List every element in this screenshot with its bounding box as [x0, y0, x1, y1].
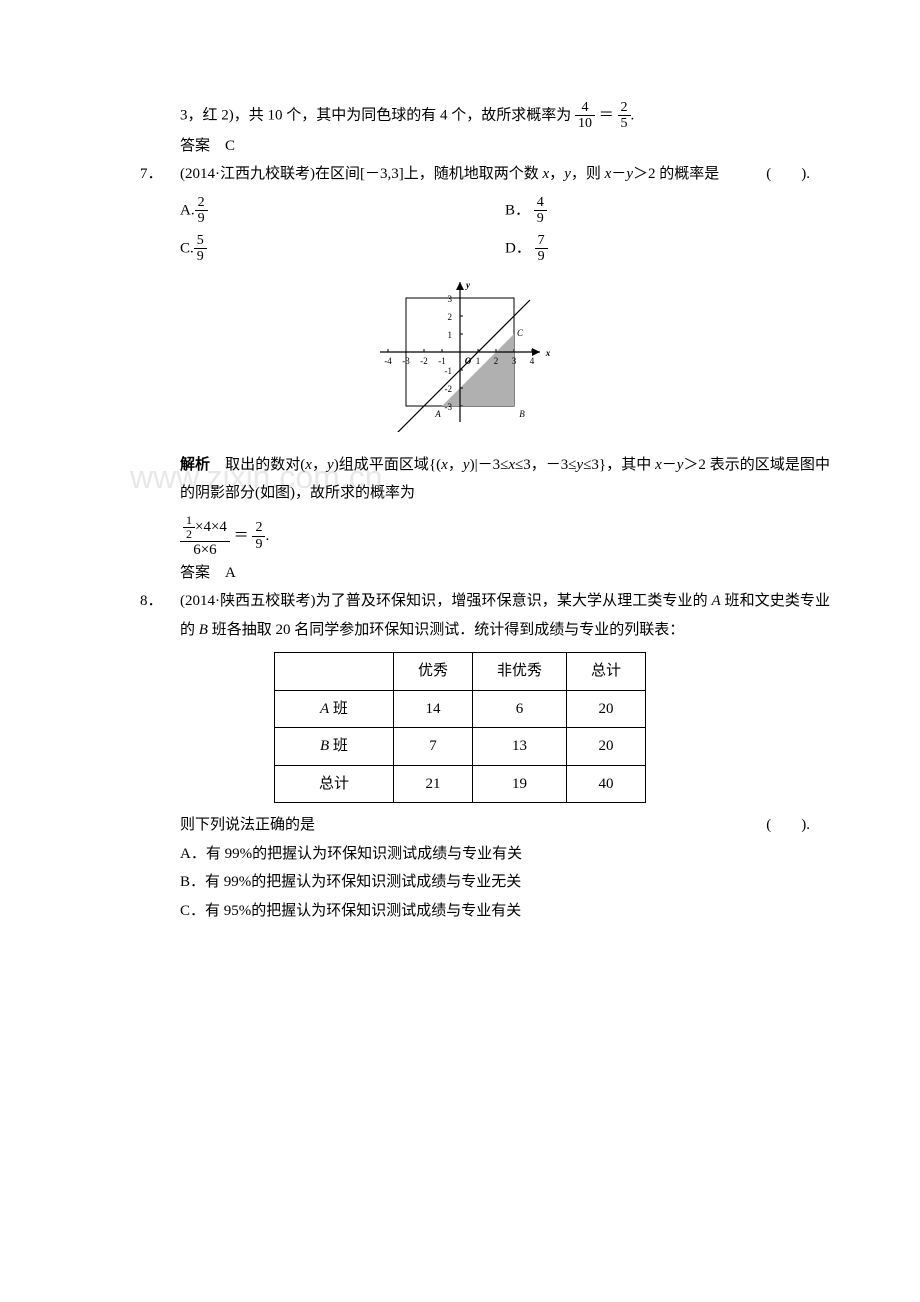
q8-opt-c: C．有 95%的把握认为环保知识测试成绩与专业有关	[90, 897, 830, 926]
q7-choice-a: A.29	[180, 195, 505, 227]
q7-graph: -4 -3 -2 -1 1 2 3 4 3 2 1 -1 -2 -3 O x y A B C	[90, 272, 830, 443]
q8-tail: 则下列说法正确的是 ( ).	[90, 811, 830, 840]
table-row: 优秀 非优秀 总计	[274, 653, 645, 691]
table-row: A 班 14 6 20	[274, 690, 645, 728]
q7-graph-svg: -4 -3 -2 -1 1 2 3 4 3 2 1 -1 -2 -3 O x y A B C	[360, 272, 560, 432]
svg-text:3: 3	[448, 294, 453, 304]
svg-text:-2: -2	[445, 384, 453, 394]
q7-choice-d: D． 79	[505, 233, 830, 265]
svg-text:1: 1	[476, 356, 481, 366]
svg-text:-3: -3	[402, 356, 410, 366]
svg-text:-4: -4	[384, 356, 392, 366]
q6-solution-tail: 3，红 2)，共 10 个，其中为同色球的有 4 个，故所求概率为 4 10 ＝…	[90, 100, 830, 132]
svg-text:x: x	[545, 348, 551, 358]
q6-frac1: 4 10	[575, 100, 595, 132]
svg-text:y: y	[465, 280, 471, 290]
q8-paren: ( ).	[766, 811, 830, 840]
q8-opt-b: B．有 99%的把握认为环保知识测试成绩与专业无关	[90, 868, 830, 897]
svg-text:-2: -2	[420, 356, 428, 366]
q8-opt-a: A．有 99%的把握认为环保知识测试成绩与专业有关	[90, 840, 830, 869]
q7-choice-c: C.59	[180, 233, 505, 265]
svg-text:-1: -1	[438, 356, 446, 366]
q7-solution: www.zixin.com.cn 解析 取出的数对(x，y)组成平面区域{(x，…	[90, 451, 830, 508]
q7-choices-row2: C.59 D． 79	[90, 233, 830, 265]
q7-paren: ( ).	[766, 160, 830, 189]
q6-answer: 答案 C	[90, 132, 830, 161]
svg-text:-1: -1	[445, 366, 453, 376]
svg-text:B: B	[519, 409, 525, 419]
q7-calc: 12×4×4 6×6 ＝ 29.	[90, 514, 830, 559]
svg-text:2: 2	[448, 312, 453, 322]
q7-answer: 答案 A	[90, 559, 830, 588]
svg-text:A: A	[434, 409, 441, 419]
table-row: B 班 7 13 20	[274, 728, 645, 766]
q6-text: 3，红 2)，共 10 个，其中为同色球的有 4 个，故所求概率为	[180, 107, 571, 123]
q8-table: 优秀 非优秀 总计 A 班 14 6 20 B 班 7 13 20 总计 21 …	[274, 652, 646, 803]
svg-text:C: C	[517, 328, 524, 338]
svg-text:4: 4	[530, 356, 535, 366]
svg-text:1: 1	[448, 330, 453, 340]
table-row: 总计 21 19 40	[274, 765, 645, 803]
q7-choice-b: B． 49	[505, 195, 830, 227]
svg-text:2: 2	[494, 356, 499, 366]
q7-stem: 7． (2014·江西九校联考)在区间[－3,3]上，随机地取两个数 x，y，则…	[90, 160, 830, 189]
svg-text:-3: -3	[445, 402, 453, 412]
svg-text:3: 3	[512, 356, 517, 366]
svg-text:O: O	[465, 356, 472, 366]
q8-stem: 8． (2014·陕西五校联考)为了普及环保知识，增强环保意识，某大学从理工类专…	[90, 587, 830, 644]
q7-choices-row1: A.29 B． 49	[90, 195, 830, 227]
q6-frac2: 2 5	[618, 100, 631, 132]
